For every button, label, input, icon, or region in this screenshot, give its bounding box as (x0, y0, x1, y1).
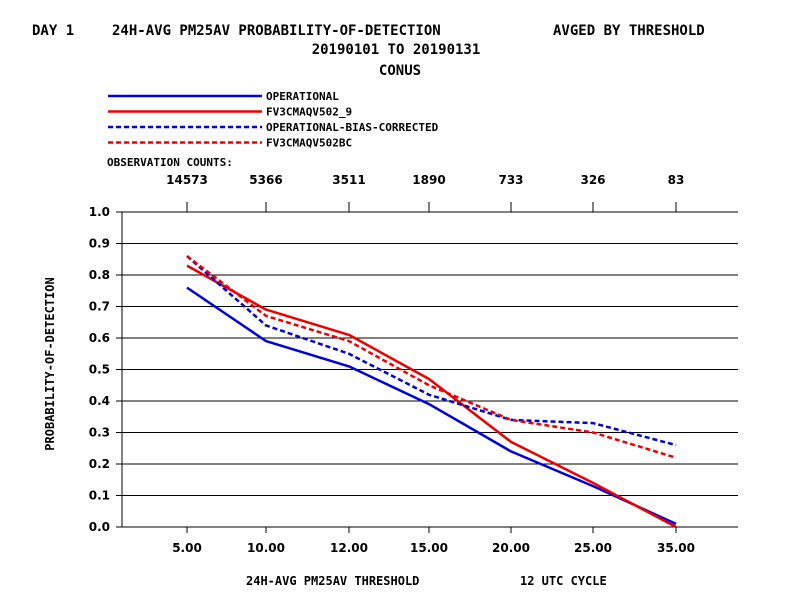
x-tick-label: 35.00 (657, 541, 695, 555)
x-tick-label: 15.00 (410, 541, 448, 555)
series-lines (186, 255, 677, 529)
x-tick-label: 25.00 (574, 541, 612, 555)
x-axis: 5.00 10.00 12.00 15.00 20.00 25.00 35.00 (172, 202, 695, 555)
y-tick-label: 1.0 (89, 205, 110, 219)
observation-counts: 14573 5366 3511 1890 733 326 83 (166, 173, 684, 187)
y-tick-label: 0.4 (89, 394, 110, 408)
y-axis-label: PROBABILITY-OF-DETECTION (43, 277, 57, 450)
series-line (186, 264, 677, 529)
date-range: 20190101 TO 20190131 (312, 42, 481, 58)
cycle-label: 12 UTC CYCLE (520, 574, 607, 588)
x-tick-label: 10.00 (247, 541, 285, 555)
observation-count: 1890 (412, 173, 445, 187)
y-tick-label: 0.0 (89, 520, 110, 534)
grid (122, 211, 738, 528)
day-label: DAY 1 (32, 23, 74, 39)
y-tick-label: 0.8 (89, 268, 110, 282)
chart-title: 24H-AVG PM25AV PROBABILITY-OF-DETECTION (112, 23, 441, 39)
y-tick-label: 0.5 (89, 363, 110, 377)
observation-count: 83 (668, 173, 685, 187)
legend-label: OPERATIONAL (266, 90, 339, 103)
observation-count: 3511 (332, 173, 365, 187)
observation-count: 326 (580, 173, 605, 187)
x-tick-label: 12.00 (330, 541, 368, 555)
y-tick-label: 0.2 (89, 457, 110, 471)
series-line (186, 286, 677, 526)
y-tick-label: 0.9 (89, 237, 110, 251)
y-tick-label: 0.7 (89, 300, 110, 314)
avg-method-label: AVGED BY THRESHOLD (553, 23, 705, 39)
x-tick-label: 20.00 (492, 541, 530, 555)
observation-count: 14573 (166, 173, 208, 187)
y-tick-label: 0.6 (89, 331, 110, 345)
x-tick-label: 5.00 (172, 541, 202, 555)
legend-label: FV3CMAQV502_9 (266, 106, 352, 119)
y-tick-label: 0.3 (89, 426, 110, 440)
series-line (186, 255, 677, 447)
legend-label: OPERATIONAL-BIAS-CORRECTED (266, 121, 439, 134)
legend-label: FV3CMAQV502BC (266, 137, 352, 150)
series-line (186, 255, 677, 459)
observation-count: 5366 (249, 173, 282, 187)
y-tick-label: 0.1 (89, 489, 110, 503)
observation-counts-label: OBSERVATION COUNTS: (107, 156, 233, 169)
legend: OPERATIONAL FV3CMAQV502_9 OPERATIONAL-BIAS… (108, 90, 439, 150)
region-label: CONUS (379, 63, 421, 79)
y-axis: 0.0 0.1 0.2 0.3 0.4 0.5 0.6 0.7 0.8 0.9 1.0 (89, 205, 123, 534)
x-axis-label: 24H-AVG PM25AV THRESHOLD (246, 574, 419, 588)
observation-count: 733 (498, 173, 523, 187)
